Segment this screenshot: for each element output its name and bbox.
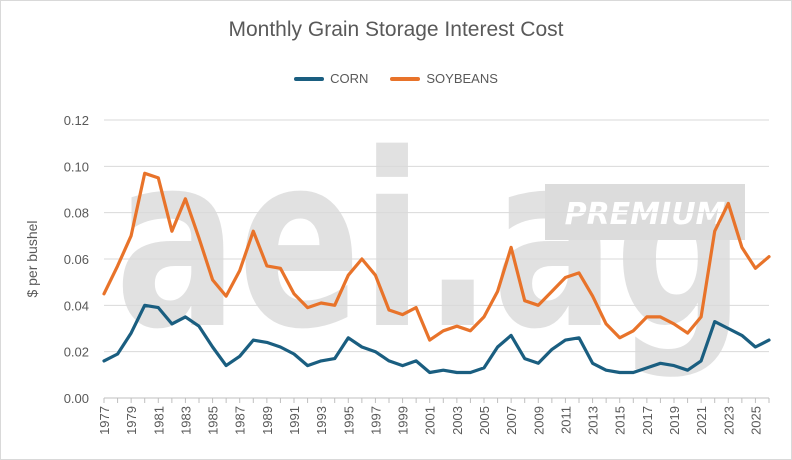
legend-swatch-soybeans	[390, 76, 421, 81]
x-tick-label: 2001	[423, 406, 438, 435]
y-tick-label: 0.00	[64, 391, 89, 406]
x-tick-label: 1977	[97, 406, 112, 435]
watermark-badge	[545, 184, 745, 240]
y-tick-label: 0.08	[64, 206, 89, 221]
legend-item-corn: CORN	[294, 71, 368, 86]
x-tick-label: 2025	[748, 406, 763, 435]
x-tick-label: 2011	[558, 406, 573, 434]
series-line-corn	[102, 303, 771, 375]
legend-label-soybeans: SOYBEANS	[426, 71, 498, 86]
x-tick-label: 1999	[396, 406, 411, 435]
x-tick-label: 1991	[287, 406, 302, 435]
x-tick-label: 2009	[531, 406, 546, 435]
x-tick-label: 2005	[477, 406, 492, 435]
watermark-logo: aei.ag PREMIUM	[115, 102, 745, 382]
y-tick-label: 0.06	[64, 252, 89, 267]
x-tick-label: 1997	[368, 406, 383, 435]
watermark-text: aei.ag	[115, 102, 745, 382]
y-tick-label: 0.02	[64, 345, 89, 360]
y-axis-title: $ per bushel	[24, 220, 40, 297]
y-tick-label: 0.12	[64, 113, 89, 128]
legend-label-corn: CORN	[330, 71, 369, 86]
x-tick-label: 1989	[260, 406, 275, 435]
series-lines	[102, 171, 771, 375]
x-axis-ticks: 1977 1979 1981 1983 1985 1987 1989 1991 1993 1995…	[97, 398, 770, 435]
watermark-badge-text: PREMIUM	[565, 197, 726, 232]
x-tick-label: 1995	[341, 406, 356, 435]
legend-swatch-corn	[294, 76, 325, 81]
x-tick-label: 1981	[151, 406, 166, 435]
x-tick-label: 2013	[586, 406, 601, 435]
x-tick-label: 1987	[233, 406, 248, 435]
chart-title: Monthly Grain Storage Interest Cost	[228, 18, 564, 41]
y-tick-label: 0.04	[64, 298, 89, 313]
series-line-soybeans	[102, 171, 771, 342]
x-tick-label: 1993	[314, 406, 329, 435]
y-tick-label: 0.10	[64, 159, 89, 174]
x-tick-label: 2003	[450, 406, 465, 435]
legend-item-soybeans: SOYBEANS	[390, 71, 498, 86]
x-tick-label: 1983	[178, 406, 193, 435]
x-tick-label: 2017	[640, 406, 655, 435]
x-tick-label: 2021	[694, 406, 709, 435]
chart-legend: CORN SOYBEANS	[0, 71, 792, 86]
x-tick-label: 2019	[667, 406, 682, 435]
x-tick-label: 1979	[124, 406, 139, 435]
y-axis-ticks: 0.00 0.02 0.04 0.06 0.08 0.10 0.12	[64, 113, 89, 406]
x-tick-label: 2007	[504, 406, 519, 435]
x-tick-label: 2023	[721, 406, 736, 435]
x-tick-label: 2015	[613, 406, 628, 435]
x-tick-label: 1985	[206, 406, 221, 435]
